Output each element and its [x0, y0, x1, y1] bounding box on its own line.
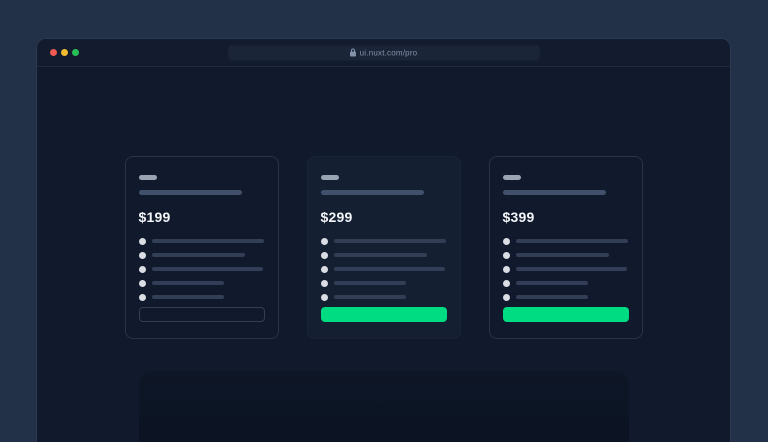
feature-item: [502, 248, 629, 262]
feature-text-placeholder: [515, 267, 627, 271]
feature-item: [320, 234, 447, 248]
plan-cta-button[interactable]: [320, 307, 447, 322]
plan-feature-list: [502, 234, 629, 304]
feature-item: [138, 248, 265, 262]
plan-name-placeholder: [502, 175, 521, 180]
lock-icon: [349, 48, 356, 57]
feature-text-placeholder: [515, 239, 628, 243]
feature-item: [320, 276, 447, 290]
feature-bullet-icon: [138, 237, 146, 245]
plan-feature-list: [138, 234, 265, 304]
feature-item: [320, 290, 447, 304]
feature-bullet-icon: [138, 251, 146, 259]
feature-text-placeholder: [333, 253, 427, 257]
browser-titlebar: ui.nuxt.com/pro: [37, 39, 730, 67]
feature-item: [138, 234, 265, 248]
plan-name-placeholder: [320, 175, 339, 180]
feature-text-placeholder: [151, 267, 263, 271]
feature-bullet-icon: [502, 279, 510, 287]
feature-item: [138, 262, 265, 276]
feature-text-placeholder: [515, 281, 588, 285]
feature-text-placeholder: [515, 253, 609, 257]
close-window-button[interactable]: [50, 49, 57, 56]
feature-item: [502, 234, 629, 248]
feature-text-placeholder: [333, 239, 446, 243]
plan-cta-button[interactable]: [138, 307, 265, 322]
feature-bullet-icon: [502, 237, 510, 245]
plan-price: $399: [502, 209, 535, 225]
browser-window: ui.nuxt.com/pro $199 $299 $399: [36, 38, 731, 442]
zoom-window-button[interactable]: [72, 49, 79, 56]
pricing-section: $199 $299 $399: [37, 156, 730, 339]
feature-item: [502, 290, 629, 304]
feature-text-placeholder: [333, 267, 445, 271]
plan-price: $299: [320, 209, 353, 225]
feature-bullet-icon: [320, 293, 328, 301]
feature-bullet-icon: [320, 265, 328, 273]
feature-text-placeholder: [151, 295, 224, 299]
feature-item: [138, 276, 265, 290]
plan-feature-list: [320, 234, 447, 304]
feature-bullet-icon: [502, 293, 510, 301]
plan-name-placeholder: [138, 175, 157, 180]
minimize-window-button[interactable]: [61, 49, 68, 56]
feature-text-placeholder: [333, 295, 406, 299]
feature-bullet-icon: [138, 265, 146, 273]
feature-item: [502, 262, 629, 276]
pricing-card-plan-2: $299: [306, 156, 461, 339]
feature-item: [320, 248, 447, 262]
feature-bullet-icon: [320, 251, 328, 259]
plan-description-placeholder: [320, 190, 424, 195]
pricing-card-plan-3: $399: [488, 156, 643, 339]
feature-item: [138, 290, 265, 304]
feature-item: [502, 276, 629, 290]
feature-text-placeholder: [515, 295, 588, 299]
address-bar-url: ui.nuxt.com/pro: [359, 48, 418, 57]
plan-description-placeholder: [138, 190, 242, 195]
feature-bullet-icon: [138, 293, 146, 301]
window-controls: [50, 49, 79, 56]
feature-text-placeholder: [151, 239, 264, 243]
feature-bullet-icon: [138, 279, 146, 287]
feature-bullet-icon: [320, 279, 328, 287]
plan-cta-button[interactable]: [502, 307, 629, 322]
feature-bullet-icon: [502, 265, 510, 273]
below-fold-section-preview: [138, 371, 629, 442]
plan-description-placeholder: [502, 190, 606, 195]
plan-price: $199: [138, 209, 171, 225]
address-bar[interactable]: ui.nuxt.com/pro: [227, 45, 540, 60]
feature-text-placeholder: [151, 281, 224, 285]
feature-bullet-icon: [320, 237, 328, 245]
feature-text-placeholder: [333, 281, 406, 285]
feature-item: [320, 262, 447, 276]
feature-text-placeholder: [151, 253, 245, 257]
pricing-card-plan-1: $199: [124, 156, 279, 339]
feature-bullet-icon: [502, 251, 510, 259]
